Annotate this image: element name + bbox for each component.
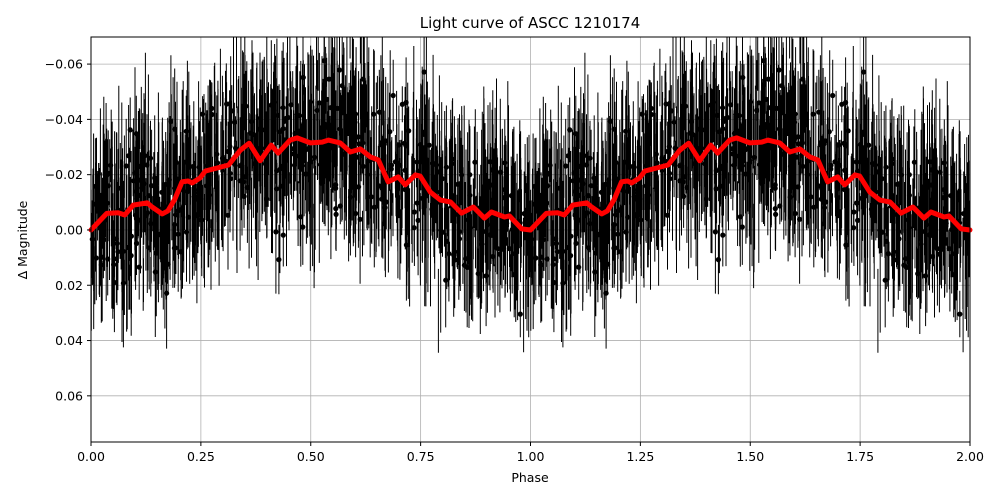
- y-tick-label: −0.06: [45, 57, 83, 72]
- x-axis-label: Phase: [511, 470, 549, 485]
- x-tick-label: 0.75: [407, 449, 435, 464]
- x-tick-label: 0.25: [187, 449, 215, 464]
- y-axis-label: Δ Magnitude: [15, 200, 30, 279]
- y-tick-label: 0.04: [55, 333, 83, 348]
- x-tick-label: 0.50: [297, 449, 325, 464]
- x-tick-label: 1.75: [846, 449, 874, 464]
- chart-title: Light curve of ASCC 1210174: [420, 14, 641, 32]
- observations-scatter: [89, 37, 971, 353]
- y-tick-label: 0.00: [55, 222, 83, 237]
- y-tick-label: 0.02: [55, 278, 83, 293]
- mean-curve: [88, 135, 973, 233]
- x-tick-label: 1.50: [736, 449, 764, 464]
- y-tick-label: −0.04: [45, 112, 83, 127]
- x-tick-label: 2.00: [956, 449, 984, 464]
- x-tick-label: 1.00: [517, 449, 545, 464]
- x-tick-label: 0.00: [77, 449, 105, 464]
- y-tick-label: 0.06: [55, 388, 83, 403]
- x-tick-label: 1.25: [626, 449, 654, 464]
- y-axis-ticks: −0.06 −0.04 −0.02 0.00 0.02 0.04 0.06: [45, 57, 91, 403]
- y-tick-label: −0.02: [45, 167, 83, 182]
- mean-curve-line: [88, 135, 973, 233]
- x-axis-ticks: 0.00 0.25 0.50 0.75 1.00 1.25 1.50 1.75 2.00: [77, 442, 984, 464]
